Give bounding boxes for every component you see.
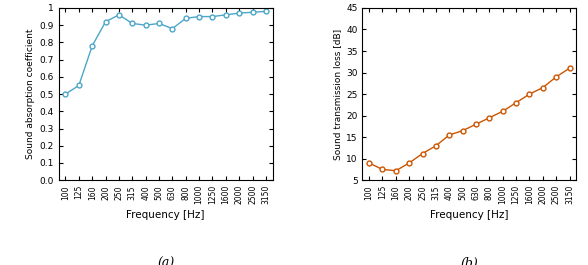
Text: (b): (b) [460,257,478,265]
Y-axis label: Sound absorption coefficient: Sound absorption coefficient [26,29,35,159]
X-axis label: Frequency [Hz]: Frequency [Hz] [126,210,205,220]
Y-axis label: Sound transmission loss [dB]: Sound transmission loss [dB] [333,29,342,160]
X-axis label: Frequency [Hz]: Frequency [Hz] [430,210,509,220]
Text: (a): (a) [157,257,174,265]
